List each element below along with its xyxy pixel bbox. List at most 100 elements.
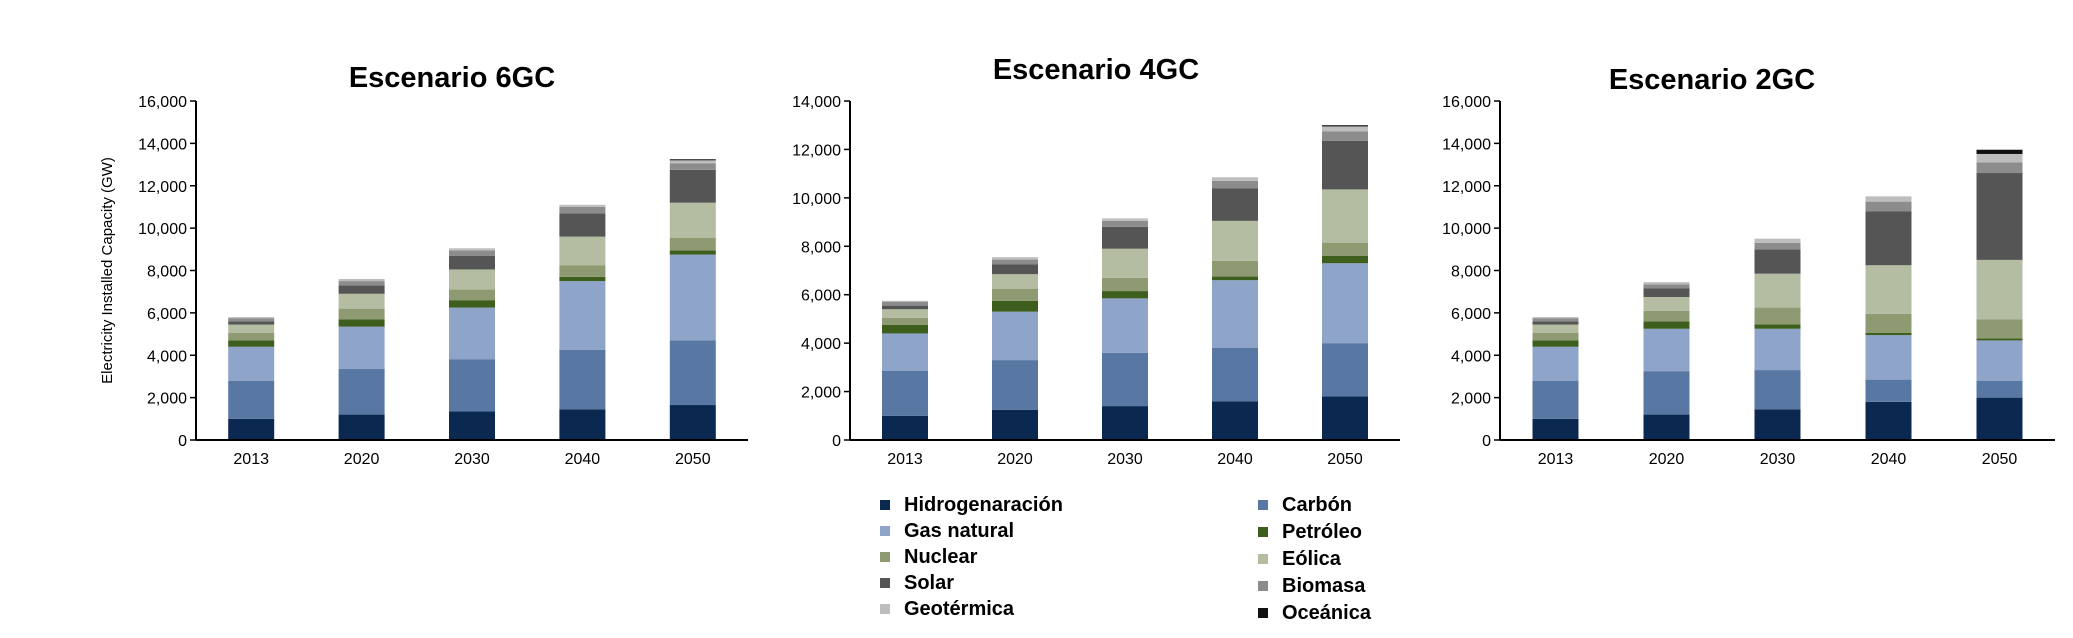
legend-item-petroleo: Petróleo <box>1258 519 1362 545</box>
bar-segment-eolica-2020 <box>992 274 1038 289</box>
bar-segment-biomasa-2040 <box>1212 180 1258 189</box>
legend-item-eolica: Eólica <box>1258 546 1341 572</box>
legend-label-geotermica: Geotérmica <box>904 597 1015 620</box>
y-tick-label: 2,000 <box>801 385 841 402</box>
bar-segment-petroleo-2020 <box>338 319 385 327</box>
x-tick-label: 2040 <box>1217 451 1253 468</box>
legend-label-gas-natural: Gas natural <box>904 519 1015 542</box>
bar-segment-nuclear-2030 <box>449 289 495 301</box>
bar-segment-nuclear-2020 <box>1643 310 1690 322</box>
bar-segment-hidrogenaracion-2040 <box>559 409 606 440</box>
bar-segment-eolica-2020 <box>338 293 385 309</box>
bar-segment-eolica-2020 <box>1643 296 1690 311</box>
bar-segment-nuclear-2040 <box>1212 260 1258 277</box>
x-tick-label: 2013 <box>233 451 269 468</box>
bar-segment-petroleo-2050 <box>1322 255 1368 264</box>
bar-segment-petroleo-2050 <box>669 250 716 255</box>
bar-segment-gas-natural-2013 <box>228 346 275 381</box>
bar-segment-petroleo-2050 <box>1976 338 2023 341</box>
bar-segment-carbon-2030 <box>1102 352 1148 407</box>
legend-item-oceanica: Oceánica <box>1258 600 1371 626</box>
bar-segment-eolica-2013 <box>228 324 275 334</box>
chart-title: Escenario 2GC <box>1609 64 1815 96</box>
legend-label-nuclear: Nuclear <box>904 545 978 568</box>
bar-segment-carbon-2040 <box>1212 347 1258 402</box>
legend-swatch-gas-natural <box>880 526 890 536</box>
chart-title: Escenario 6GC <box>349 62 555 94</box>
bar-segment-hidrogenaracion-2040 <box>1865 401 1912 440</box>
y-tick-label: 8,000 <box>1451 264 1491 281</box>
bar-segment-gas-natural-2020 <box>992 311 1038 361</box>
bar-segment-carbon-2020 <box>992 360 1038 410</box>
x-tick-label: 2030 <box>454 451 490 468</box>
bar-segment-geotermica-2040 <box>1865 196 1912 202</box>
bar-segment-gas-natural-2040 <box>1212 280 1258 348</box>
y-tick-label: 10,000 <box>792 191 841 208</box>
bar-segment-gas-natural-2050 <box>1322 263 1368 344</box>
bar-segment-carbon-2020 <box>338 369 385 415</box>
bar-segment-solar-2050 <box>1322 140 1368 190</box>
bar-segment-geotermica-2020 <box>338 278 385 282</box>
bar-segment-solar-2050 <box>1976 173 2023 260</box>
bar-segment-biomasa-2013 <box>882 301 928 306</box>
bar-segment-hidrogenaracion-2050 <box>1976 397 2023 440</box>
bar-segment-eolica-2040 <box>1212 220 1258 261</box>
bar-segment-biomasa-2050 <box>1976 162 2023 174</box>
bar-segment-geotermica-2020 <box>1643 282 1690 285</box>
bar-segment-oceanica-2050 <box>1322 125 1368 127</box>
bar-segment-geotermica-2050 <box>1976 153 2023 163</box>
bar-segment-nuclear-2050 <box>669 237 716 251</box>
bar-segment-nuclear-2050 <box>1976 319 2023 339</box>
legend-label-hidrogenaracion: Hidrogenaración <box>904 493 1063 516</box>
bar-segment-petroleo-2040 <box>1865 333 1912 336</box>
bar-segment-geotermica-2013 <box>1532 317 1579 319</box>
y-tick-label: 2,000 <box>147 391 187 408</box>
bar-segment-carbon-2030 <box>1754 370 1801 410</box>
bar-segment-nuclear-2013 <box>882 317 928 325</box>
y-tick-label: 2,000 <box>1451 391 1491 408</box>
bar-segment-eolica-2050 <box>1322 189 1368 243</box>
bar-segment-eolica-2030 <box>449 269 495 290</box>
bar-segment-geotermica-2030 <box>449 248 495 251</box>
y-tick-label: 14,000 <box>138 136 187 153</box>
legend-label-petroleo: Petróleo <box>1282 520 1363 543</box>
bar-segment-hidrogenaracion-2030 <box>1754 409 1801 440</box>
bar-segment-solar-2020 <box>1643 288 1690 297</box>
y-tick-label: 12,000 <box>792 142 841 159</box>
bar-segment-eolica-2040 <box>1865 265 1912 314</box>
bar-segment-biomasa-2020 <box>992 259 1038 265</box>
legend-swatch-nuclear <box>880 552 890 562</box>
bar-segment-carbon-2013 <box>882 370 928 416</box>
x-tick-label: 2040 <box>1871 451 1907 468</box>
bar-segment-eolica-2050 <box>669 202 716 238</box>
legend-item-carbon: Carbón <box>1258 492 1352 518</box>
y-tick-label: 6,000 <box>147 306 187 323</box>
legend-swatch-eolica <box>1258 554 1268 564</box>
y-tick-label: 10,000 <box>1442 221 1491 238</box>
bar-segment-solar-2013 <box>1532 321 1579 325</box>
bar-segment-hidrogenaracion-2040 <box>1212 401 1258 440</box>
bar-segment-biomasa-2020 <box>1643 284 1690 289</box>
bar-segment-petroleo-2030 <box>449 300 495 308</box>
bar-segment-nuclear-2050 <box>1322 242 1368 256</box>
bar-segment-biomasa-2050 <box>669 163 716 170</box>
y-tick-label: 12,000 <box>138 179 187 196</box>
bar-segment-nuclear-2040 <box>559 265 606 277</box>
bar-segment-gas-natural-2013 <box>882 333 928 371</box>
bar-segment-biomasa-2040 <box>559 206 606 214</box>
chart-2: Escenario 2GC 0 2,000 4,000 6,000 8,000 10,000… <box>1442 64 2055 468</box>
bar-segment-petroleo-2030 <box>1754 324 1801 329</box>
x-tick-label: 2030 <box>1760 451 1796 468</box>
bar-segment-geotermica-2030 <box>1754 238 1801 243</box>
chart-1: Escenario 4GC 0 2,000 4,000 6,000 8,000 10,000… <box>792 54 1400 468</box>
bar-segment-hidrogenaracion-2020 <box>992 409 1038 440</box>
bar-segment-carbon-2013 <box>1532 380 1579 419</box>
y-tick-label: 14,000 <box>1442 136 1491 153</box>
bar-segment-eolica-2013 <box>1532 324 1579 334</box>
bar-segment-biomasa-2030 <box>1102 220 1148 227</box>
bar-segment-carbon-2040 <box>559 349 606 410</box>
bar-segment-geotermica-2013 <box>228 317 275 319</box>
bar-segment-hidrogenaracion-2050 <box>1322 396 1368 440</box>
bar-segment-geotermica-2050 <box>669 160 716 164</box>
bar-segment-carbon-2050 <box>1322 343 1368 397</box>
